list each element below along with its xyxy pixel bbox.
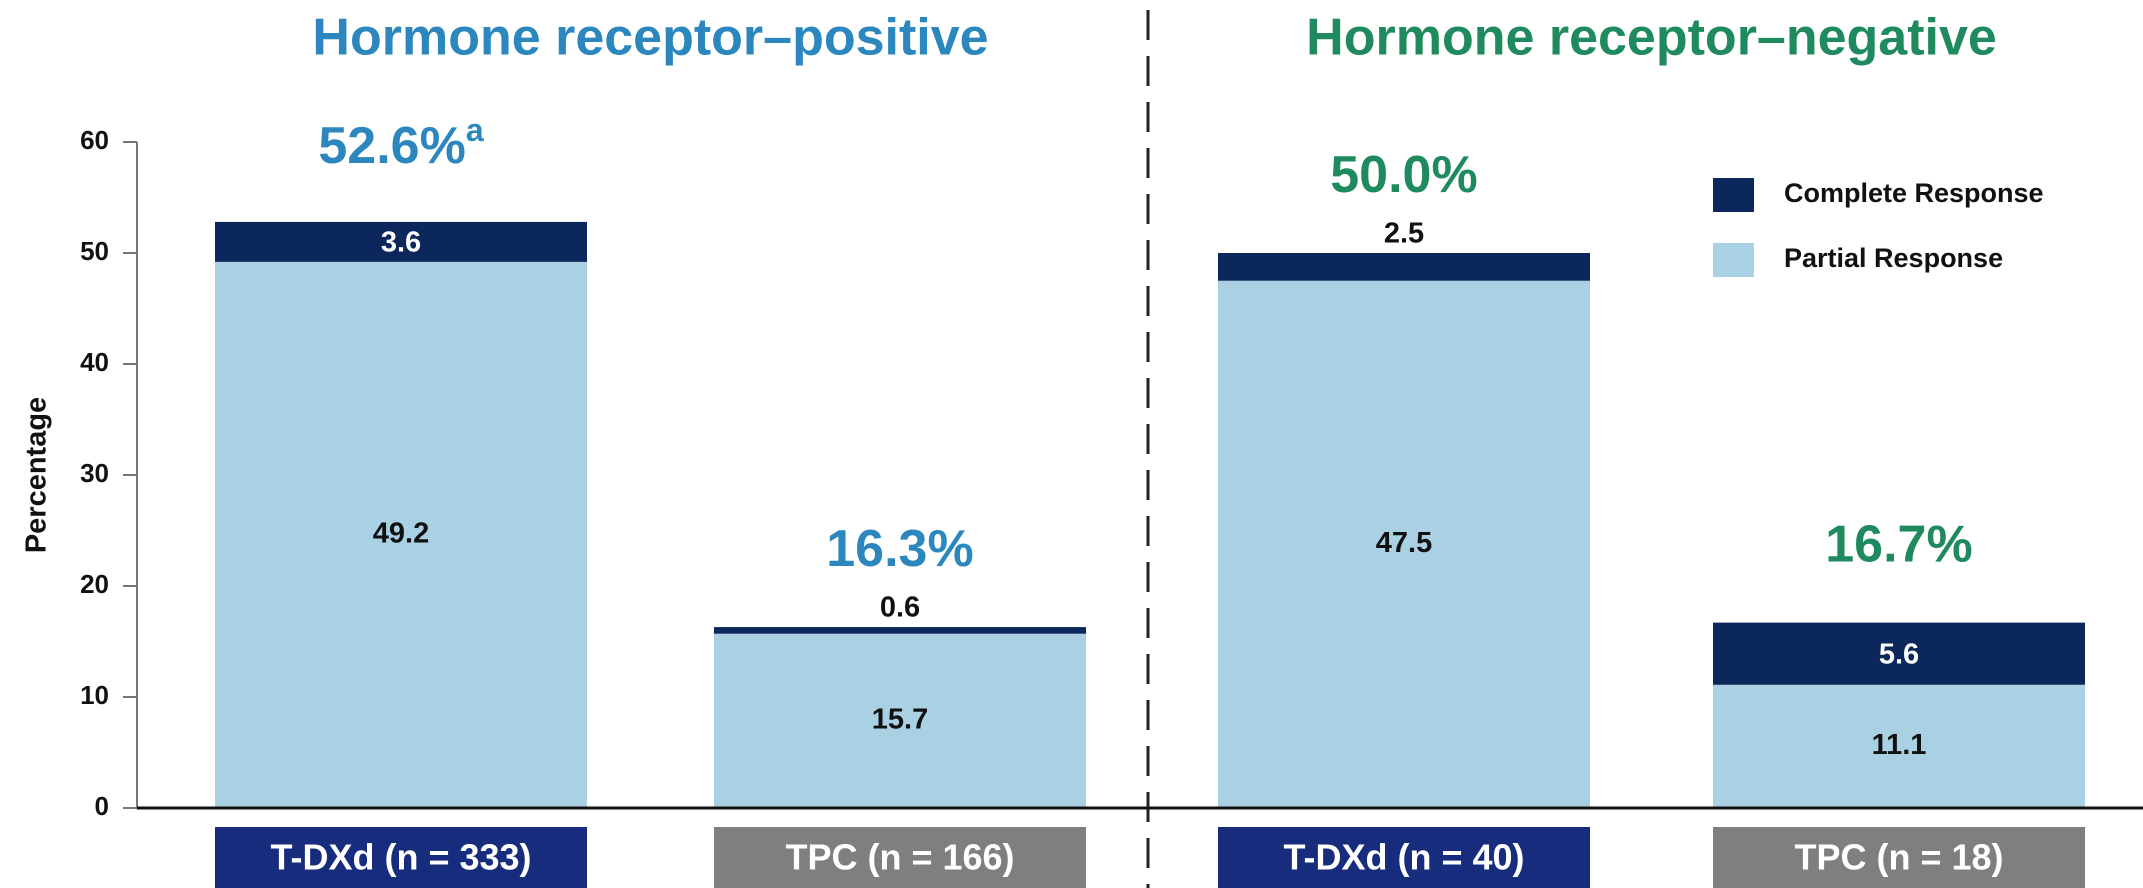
data-label: 11.1 [1872, 729, 1927, 761]
total-label: 16.3% [826, 520, 973, 578]
x-tick-label: TPC (n = 18) [1794, 837, 2003, 878]
y-tick-label: 50 [80, 236, 109, 266]
y-axis-label: Percentage [21, 397, 53, 553]
bar-segment [215, 261, 587, 808]
y-tick-label: 10 [80, 680, 109, 710]
y-tick-label: 60 [80, 125, 109, 155]
total-label: 16.7% [1825, 515, 1972, 573]
bar-segment [1713, 684, 2085, 808]
legend-label: Partial Response [1784, 243, 2003, 273]
legend-swatch [1713, 178, 1754, 212]
data-label: 0.6 [880, 592, 920, 624]
y-tick-label: 20 [80, 569, 109, 599]
data-label: 47.5 [1376, 527, 1432, 559]
y-tick-label: 30 [80, 458, 109, 488]
total-text: 52.6% [318, 117, 465, 175]
category-box [1713, 827, 2085, 888]
category-box [714, 827, 1086, 888]
total-text: 16.3% [826, 520, 973, 578]
data-label: 3.6 [381, 227, 421, 259]
group-title: Hormone receptor–positive [312, 9, 988, 67]
legend-label: Complete Response [1784, 178, 2044, 208]
x-tick-label: T-DXd (n = 40) [1283, 837, 1524, 878]
category-box [215, 827, 587, 888]
x-tick-label: T-DXd (n = 333) [270, 837, 531, 878]
category-box [1218, 827, 1590, 888]
total-text: 50.0% [1330, 146, 1477, 204]
data-label: 15.7 [872, 704, 928, 736]
bar-segment [1218, 253, 1590, 281]
group-title: Hormone receptor–negative [1306, 9, 1997, 67]
y-tick-label: 0 [95, 791, 109, 821]
total-label: 50.0% [1330, 146, 1477, 204]
legend-swatch [1713, 243, 1754, 277]
bar-segment [215, 221, 587, 262]
data-label: 49.2 [373, 518, 429, 550]
total-text: 16.7% [1825, 515, 1972, 573]
total-note: a [466, 113, 484, 149]
data-label: 2.5 [1384, 218, 1424, 250]
total-label: 52.6%a [318, 113, 483, 175]
bar-segment [714, 633, 1086, 808]
y-tick-label: 40 [80, 347, 109, 377]
bar-segment [1713, 622, 2085, 685]
bar-segment [714, 627, 1086, 634]
bar-segment [1218, 280, 1590, 808]
x-tick-label: TPC (n = 166) [785, 837, 1014, 878]
data-label: 5.6 [1879, 638, 1919, 670]
